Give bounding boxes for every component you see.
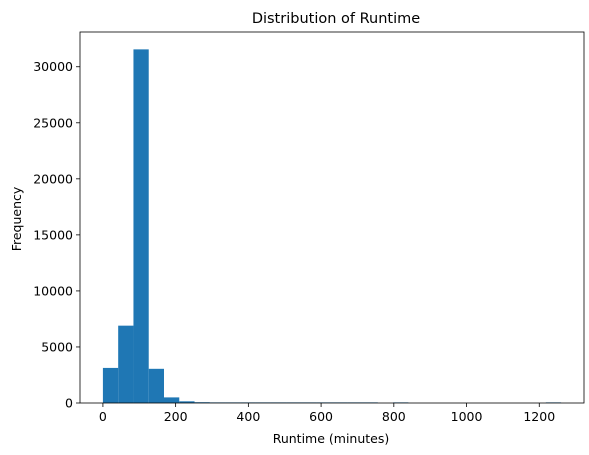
histogram-bar-2	[133, 49, 149, 404]
y-tick-label: 0	[65, 396, 73, 411]
x-tick-label: 200	[164, 409, 188, 424]
x-tick-label: 400	[236, 409, 260, 424]
x-tick-label: 800	[382, 409, 406, 424]
x-tick-label: 1000	[451, 409, 483, 424]
x-tick-label: 1200	[523, 409, 555, 424]
y-tick-label: 15000	[33, 227, 73, 242]
x-axis-label: Runtime (minutes)	[273, 431, 390, 446]
y-tick-label: 10000	[33, 283, 73, 298]
bars-group	[102, 49, 562, 404]
y-tick-label: 25000	[33, 115, 73, 130]
histogram-bar-1	[118, 325, 134, 403]
x-tick-label: 600	[309, 409, 333, 424]
y-axis-label: Frequency	[9, 186, 24, 251]
y-axis-ticks: 0 5000 10000 15000 20000 25000 30000	[33, 59, 80, 411]
x-tick-label: 0	[99, 409, 107, 424]
histogram-bar-4	[164, 397, 180, 403]
chart-title: Distribution of Runtime	[252, 11, 420, 27]
histogram-bar-3	[148, 368, 164, 403]
y-tick-label: 5000	[41, 339, 73, 354]
x-axis-ticks: 0 200 400 600 800 1000 1200	[99, 403, 555, 424]
y-tick-label: 20000	[33, 171, 73, 186]
histogram-bar-0	[102, 367, 119, 403]
y-tick-label: 30000	[33, 59, 73, 74]
histogram-bar-5	[179, 401, 195, 403]
plot-frame	[79, 31, 585, 404]
